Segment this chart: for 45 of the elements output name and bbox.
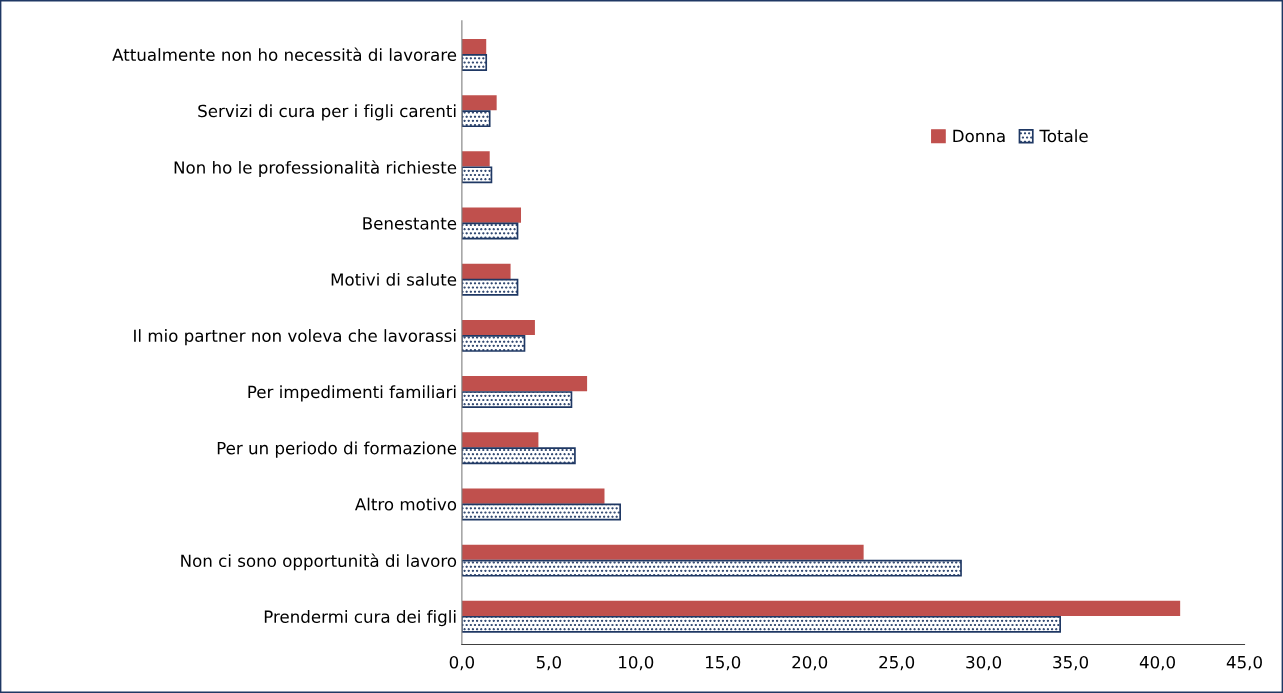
bar <box>461 391 573 409</box>
x-tick-label: 10,0 <box>619 655 654 671</box>
bar <box>461 615 1061 633</box>
y-tick-label: Prendermi cura dei figli <box>264 610 456 627</box>
bar <box>461 544 864 560</box>
legend-label: Donna <box>953 129 1005 143</box>
bar <box>461 38 487 55</box>
bar <box>461 600 1181 617</box>
bar <box>461 54 488 71</box>
legend-label: Totale <box>1039 129 1088 143</box>
x-tick-label: 40,0 <box>1139 655 1175 671</box>
y-tick-label: Il mio partner non voleva che lavorassi <box>134 329 456 346</box>
bar <box>461 151 490 167</box>
y-tick-label: Attualmente non ho necessità di lavorare <box>112 47 457 62</box>
bar <box>461 95 497 111</box>
x-tick-label: 45,0 <box>1226 655 1262 671</box>
bar <box>461 278 519 296</box>
bar <box>461 222 519 240</box>
y-tick-label: Motivi di salute <box>331 272 457 286</box>
bar <box>461 376 588 392</box>
bar <box>461 447 576 465</box>
bar <box>461 166 493 184</box>
x-tick-label: 25,0 <box>879 655 915 671</box>
bar <box>461 263 511 279</box>
x-tick-label: 35,0 <box>1053 655 1089 671</box>
x-tick-label: 0,0 <box>449 655 475 671</box>
x-tick-label: 20,0 <box>792 655 828 671</box>
bar <box>461 432 539 448</box>
y-tick-label: Servizi di cura per i figli carenti <box>198 104 456 121</box>
bar <box>461 319 535 336</box>
y-tick-label: Non ho le professionalità richieste <box>174 160 457 178</box>
y-tick-label: Altro motivo <box>354 497 457 511</box>
bar <box>461 207 522 223</box>
bar <box>461 559 962 577</box>
y-tick-label: Per un periodo di formazione <box>217 441 457 458</box>
bar <box>461 488 605 504</box>
x-tick-label: 15,0 <box>706 655 741 671</box>
y-tick-label: Per impedimenti familiari <box>248 385 456 402</box>
bar <box>461 334 526 352</box>
x-tick-label: 5,0 <box>536 655 561 671</box>
bar <box>461 503 621 521</box>
y-tick-label: Non ci sono opportunità di lavoro <box>181 553 457 571</box>
bar <box>461 110 491 128</box>
x-tick-label: 30,0 <box>966 655 1002 671</box>
y-tick-label: Benestante <box>363 217 457 230</box>
